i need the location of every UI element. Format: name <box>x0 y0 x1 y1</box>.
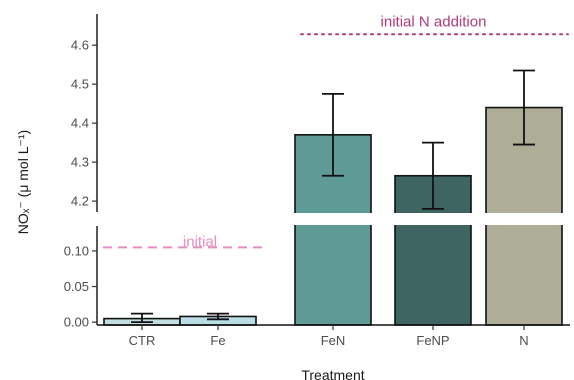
x-tick-label: FeN <box>321 333 346 348</box>
y-tick-label: 4.2 <box>71 194 89 209</box>
y-tick-label: 0.10 <box>64 243 89 258</box>
y-tick-label: 0.05 <box>64 279 89 294</box>
y-tick-label: 4.3 <box>71 155 89 170</box>
reference-line-label: initial N addition <box>381 13 487 30</box>
plot-area: 0.00 0.05 0.10 4.2 4.3 4.4 4.5 4.6 CTR Fe FeN FeNP N… <box>64 13 572 348</box>
y-axis-title: NOₓ⁻ (μ mol L⁻¹) <box>15 130 31 234</box>
reference-line-label: initial <box>183 233 217 250</box>
y-tick-label: 4.4 <box>71 116 89 131</box>
x-tick-label: N <box>519 333 528 348</box>
x-tick-label: Fe <box>210 333 225 348</box>
y-tick-label: 0.00 <box>64 315 89 330</box>
axis-break-gap <box>99 213 572 225</box>
y-tick-label: 4.5 <box>71 77 89 92</box>
x-axis-title: Treatment <box>301 367 364 380</box>
x-tick-label: CTR <box>129 333 156 348</box>
x-tick-label: FeNP <box>416 333 449 348</box>
y-tick-label: 4.6 <box>71 38 89 53</box>
